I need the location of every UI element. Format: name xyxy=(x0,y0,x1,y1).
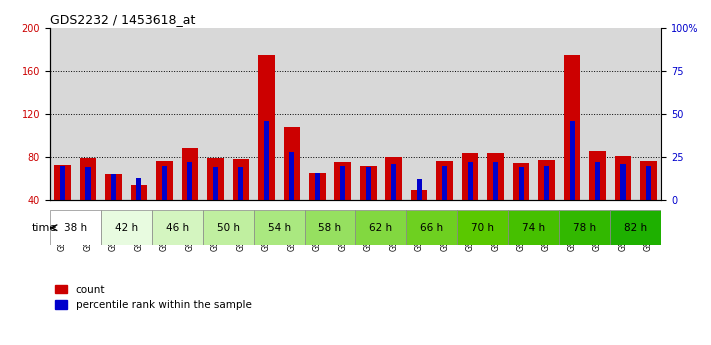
Bar xyxy=(417,179,422,243)
Bar xyxy=(254,210,304,245)
Bar xyxy=(381,28,407,200)
Bar xyxy=(595,162,600,243)
Bar xyxy=(238,167,243,243)
Bar xyxy=(432,28,457,200)
Bar xyxy=(187,162,193,243)
Legend: count, percentile rank within the sample: count, percentile rank within the sample xyxy=(55,285,252,310)
Bar xyxy=(564,55,580,243)
Bar xyxy=(538,160,555,243)
Text: 50 h: 50 h xyxy=(217,223,240,233)
Bar xyxy=(131,185,147,243)
Bar xyxy=(636,28,661,200)
Bar xyxy=(518,167,523,243)
Bar xyxy=(615,156,631,243)
Bar xyxy=(513,164,530,243)
Bar xyxy=(258,55,274,243)
Bar xyxy=(80,158,96,243)
Text: 78 h: 78 h xyxy=(573,223,597,233)
Bar xyxy=(462,152,479,243)
Bar xyxy=(330,28,356,200)
Bar xyxy=(407,28,432,200)
Bar xyxy=(365,167,371,243)
Bar xyxy=(207,158,224,243)
Bar xyxy=(468,162,473,243)
Bar xyxy=(151,28,177,200)
Bar xyxy=(570,121,574,243)
Bar xyxy=(279,28,304,200)
Bar xyxy=(356,28,381,200)
Bar xyxy=(254,28,279,200)
Bar xyxy=(228,28,254,200)
Bar xyxy=(213,167,218,243)
Bar xyxy=(407,210,457,245)
Bar xyxy=(508,28,534,200)
Text: 66 h: 66 h xyxy=(420,223,444,233)
Bar xyxy=(85,167,90,243)
Bar xyxy=(101,210,151,245)
Bar xyxy=(411,190,427,243)
Bar xyxy=(304,210,356,245)
Text: time: time xyxy=(32,223,57,233)
Bar xyxy=(111,174,116,243)
Bar xyxy=(534,28,560,200)
Text: 54 h: 54 h xyxy=(267,223,291,233)
Bar xyxy=(457,210,508,245)
Bar xyxy=(442,166,447,243)
Bar xyxy=(137,178,141,243)
Text: GDS2232 / 1453618_at: GDS2232 / 1453618_at xyxy=(50,13,195,27)
Text: 58 h: 58 h xyxy=(319,223,341,233)
Bar xyxy=(584,28,610,200)
Bar xyxy=(640,161,657,243)
Text: 42 h: 42 h xyxy=(114,223,138,233)
Bar xyxy=(508,210,560,245)
Bar xyxy=(560,210,610,245)
Bar xyxy=(127,28,151,200)
Bar xyxy=(356,210,407,245)
Bar xyxy=(151,210,203,245)
Text: 46 h: 46 h xyxy=(166,223,188,233)
Bar xyxy=(457,28,483,200)
Text: 82 h: 82 h xyxy=(624,223,647,233)
Bar xyxy=(156,161,173,243)
Bar xyxy=(487,152,504,243)
Bar xyxy=(54,165,71,243)
Bar xyxy=(621,164,626,243)
Bar xyxy=(385,157,402,243)
Bar xyxy=(304,28,330,200)
Bar xyxy=(177,28,203,200)
Bar xyxy=(437,161,453,243)
Bar xyxy=(610,210,661,245)
Bar xyxy=(610,28,636,200)
Bar xyxy=(105,174,122,243)
Bar xyxy=(101,28,127,200)
Bar xyxy=(50,28,75,200)
Bar xyxy=(289,152,294,243)
Bar xyxy=(162,166,167,243)
Bar xyxy=(340,166,346,243)
Bar xyxy=(203,28,228,200)
Text: 62 h: 62 h xyxy=(370,223,392,233)
Text: 70 h: 70 h xyxy=(471,223,494,233)
Bar xyxy=(315,172,320,243)
Bar xyxy=(50,210,101,245)
Bar xyxy=(483,28,508,200)
Bar xyxy=(181,148,198,243)
Text: 38 h: 38 h xyxy=(64,223,87,233)
Bar xyxy=(544,166,549,243)
Bar xyxy=(646,166,651,243)
Bar xyxy=(560,28,584,200)
Bar xyxy=(334,162,351,243)
Bar xyxy=(60,166,65,243)
Bar xyxy=(75,28,101,200)
Bar xyxy=(309,173,326,243)
Bar xyxy=(232,159,249,243)
Bar xyxy=(493,162,498,243)
Bar xyxy=(360,166,377,243)
Bar xyxy=(203,210,254,245)
Text: 74 h: 74 h xyxy=(523,223,545,233)
Bar xyxy=(589,150,606,243)
Bar xyxy=(391,164,396,243)
Bar xyxy=(264,121,269,243)
Bar xyxy=(284,127,300,243)
